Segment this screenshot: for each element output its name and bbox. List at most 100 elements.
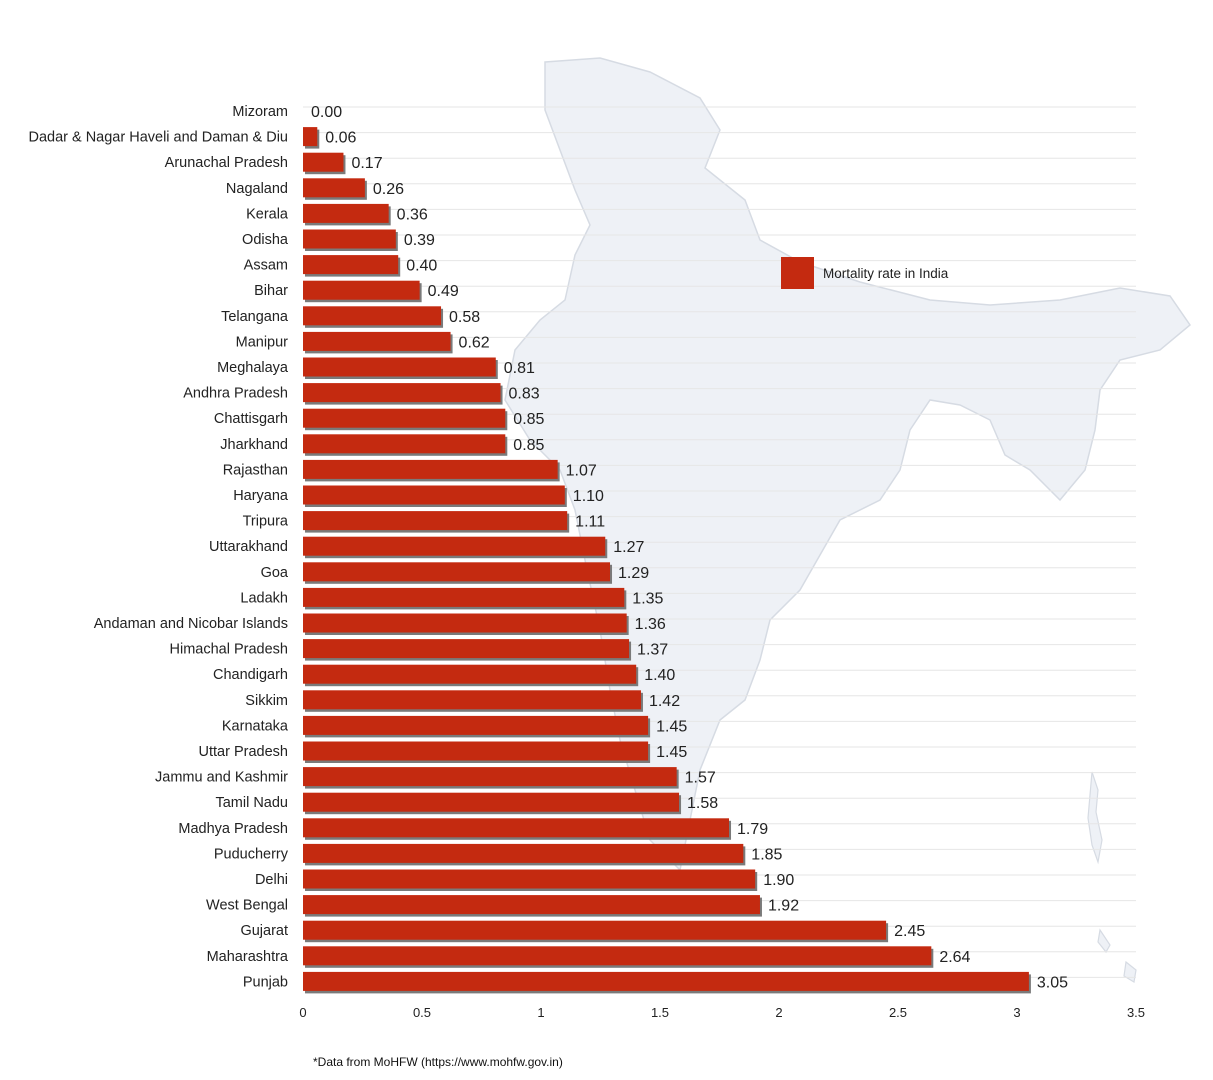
bar — [303, 818, 730, 838]
value-label: 0.58 — [449, 309, 480, 326]
category-label: Delhi — [255, 872, 288, 888]
value-label: 1.35 — [632, 590, 663, 607]
x-tick-label: 3.5 — [1127, 1005, 1145, 1020]
value-label: 1.10 — [573, 488, 604, 505]
bar — [303, 229, 396, 249]
value-label: 1.27 — [613, 539, 644, 556]
x-tick-label: 3 — [1013, 1005, 1020, 1020]
category-label: Madhya Pradesh — [178, 821, 288, 837]
category-label: Tamil Nadu — [215, 795, 288, 811]
bar — [303, 255, 399, 275]
bar — [303, 203, 389, 223]
category-label: Chandigarh — [213, 667, 288, 683]
island-chain-andaman — [1087, 771, 1103, 865]
value-label: 0.17 — [351, 155, 382, 172]
bar — [303, 690, 641, 710]
category-label: Arunachal Pradesh — [165, 155, 288, 171]
category-label: Uttarakhand — [209, 539, 288, 555]
value-label: 1.37 — [637, 642, 668, 659]
bar — [303, 434, 506, 454]
bar — [303, 280, 420, 300]
category-label: Rajasthan — [223, 462, 288, 478]
category-label: Nagaland — [226, 181, 288, 197]
value-label: 0.26 — [373, 181, 404, 198]
category-labels: Mizoram Dadar & Nagar Haveli and Daman & … — [28, 104, 288, 990]
category-label: Puducherry — [214, 846, 289, 862]
value-label: 1.92 — [768, 898, 799, 915]
value-label: 1.11 — [575, 514, 605, 531]
bar — [303, 639, 630, 659]
bar — [303, 331, 451, 351]
bar — [303, 587, 625, 607]
bars — [303, 127, 1031, 994]
value-label: 0.06 — [325, 130, 356, 147]
value-label: 1.58 — [687, 795, 718, 812]
category-label: Gujarat — [240, 923, 288, 939]
category-label: Karnataka — [222, 718, 289, 734]
value-label: 0.49 — [428, 283, 459, 300]
category-label: Himachal Pradesh — [170, 642, 288, 658]
island-chain-nicobar — [1097, 928, 1137, 983]
category-label: Telangana — [221, 309, 289, 325]
bar — [303, 459, 558, 479]
bar — [303, 664, 637, 684]
category-label: Manipur — [236, 334, 289, 350]
value-label: 1.90 — [763, 872, 794, 889]
value-label: 2.64 — [939, 949, 970, 966]
bar — [303, 792, 680, 812]
category-label: West Bengal — [206, 898, 288, 914]
category-label: Mizoram — [232, 104, 288, 120]
category-label: Dadar & Nagar Haveli and Daman & Diu — [28, 130, 288, 146]
bar — [303, 946, 932, 966]
category-label: Maharashtra — [207, 949, 289, 965]
bar — [303, 511, 568, 531]
value-label: 1.57 — [685, 770, 716, 787]
category-label: Goa — [261, 565, 289, 581]
value-label: 1.45 — [656, 718, 687, 735]
category-label: Punjab — [243, 974, 288, 990]
x-tick-label: 0 — [299, 1005, 306, 1020]
bar — [303, 562, 611, 582]
bar — [303, 536, 606, 556]
value-label: 1.40 — [644, 667, 675, 684]
category-label: Ladakh — [240, 590, 288, 606]
bar — [303, 613, 627, 633]
value-label: 3.05 — [1037, 974, 1068, 991]
category-label: Andhra Pradesh — [183, 386, 288, 402]
legend: Mortality rate in India — [781, 257, 949, 289]
bar — [303, 485, 565, 505]
bar — [303, 178, 365, 198]
category-label: Tripura — [243, 514, 289, 530]
x-tick-label: 2 — [775, 1005, 782, 1020]
bar — [303, 869, 756, 889]
bar — [303, 843, 744, 863]
value-label: 0.39 — [404, 232, 435, 249]
bar — [303, 408, 506, 428]
bar — [303, 152, 344, 172]
category-label: Bihar — [254, 283, 288, 299]
value-label: 1.45 — [656, 744, 687, 761]
category-label: Haryana — [233, 488, 289, 504]
bar — [303, 971, 1029, 991]
x-tick-label: 0.5 — [413, 1005, 431, 1020]
bar — [303, 767, 677, 787]
category-label: Chattisgarh — [214, 411, 288, 427]
bar — [303, 127, 318, 147]
value-label: 2.45 — [894, 923, 925, 940]
value-label: 1.79 — [737, 821, 768, 838]
value-label: 0.83 — [509, 386, 540, 403]
category-label: Andaman and Nicobar Islands — [94, 616, 288, 632]
category-label: Odisha — [242, 232, 289, 248]
value-labels: 0.00 0.06 0.17 0.26 0.36 0.39 0.40 0.49 0.58 0.62… — [311, 104, 1068, 991]
value-label: 0.85 — [513, 411, 544, 428]
category-label: Sikkim — [245, 693, 288, 709]
value-label: 1.85 — [751, 846, 782, 863]
category-label: Uttar Pradesh — [199, 744, 288, 760]
legend-label: Mortality rate in India — [823, 266, 949, 281]
x-tick-label: 1 — [537, 1005, 544, 1020]
value-label: 0.36 — [397, 206, 428, 223]
value-label: 0.85 — [513, 437, 544, 454]
value-label: 1.29 — [618, 565, 649, 582]
value-label: 0.62 — [459, 334, 490, 351]
category-label: Assam — [244, 258, 288, 274]
